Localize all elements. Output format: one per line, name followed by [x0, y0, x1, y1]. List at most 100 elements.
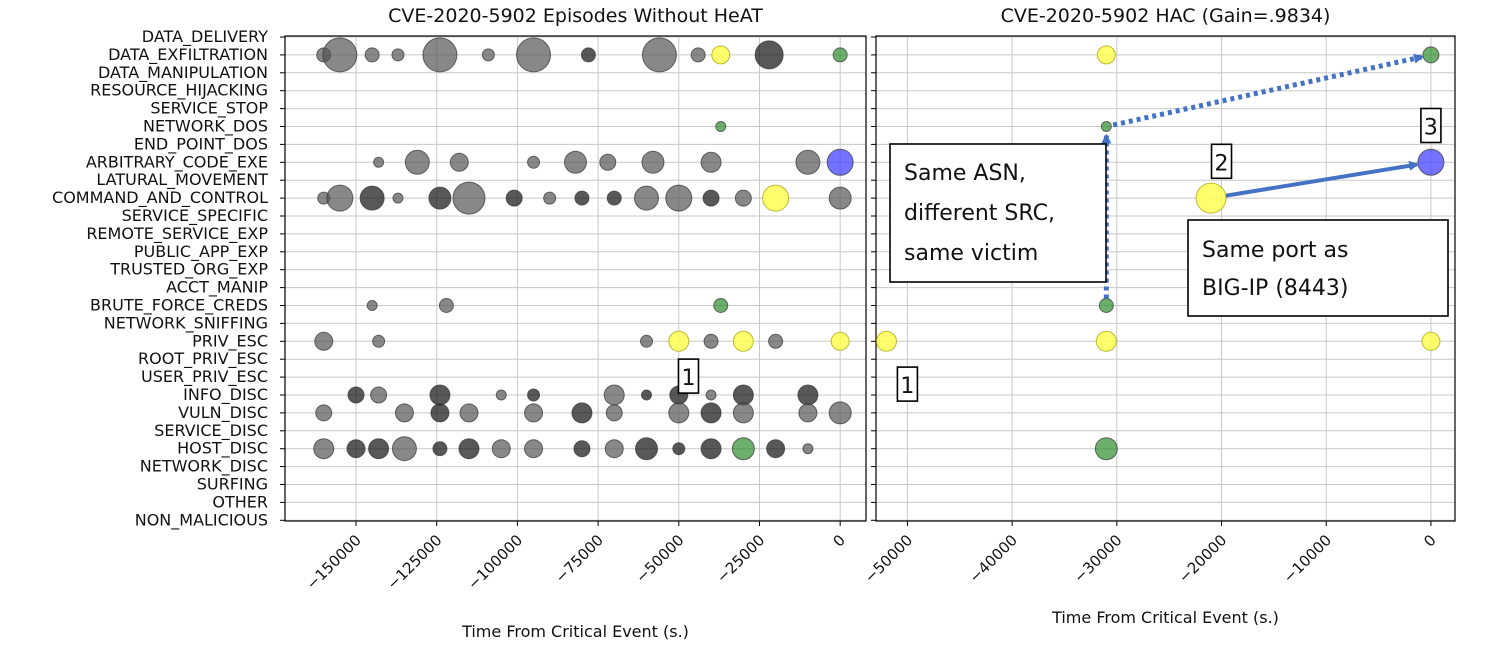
annotation-number-box — [677, 358, 700, 394]
y-tick-label: ACCT_MANIP — [166, 278, 268, 298]
data-point — [368, 438, 390, 460]
data-point — [703, 333, 719, 349]
data-point — [322, 37, 358, 73]
data-point — [449, 152, 469, 172]
data-point — [527, 155, 541, 169]
data-point — [768, 333, 784, 349]
y-tick-label: RESOURCE_HIJACKING — [90, 81, 268, 101]
data-point — [516, 37, 552, 73]
left-chart: DATA_DELIVERYDATA_EXFILTRATIONDATA_MANIP… — [52, 5, 867, 641]
data-point — [754, 40, 784, 70]
data-point — [832, 47, 848, 63]
y-tick-label: INFO_DISC — [183, 385, 268, 405]
data-point — [366, 300, 378, 311]
y-tick-label: NON_MALICIOUS — [135, 510, 268, 530]
annotation-text: different SRC, — [904, 201, 1055, 226]
x-tick-label: −40000 — [966, 531, 1021, 586]
y-tick-label: DATA_EXFILTRATION — [108, 45, 268, 65]
y-tick-label: DATA_DELIVERY — [142, 27, 268, 47]
data-point — [715, 121, 727, 132]
data-point — [875, 330, 897, 352]
data-point — [438, 298, 454, 313]
data-point — [1195, 182, 1227, 214]
annotation-text: Same ASN, — [904, 161, 1026, 186]
data-point — [705, 389, 717, 401]
x-tick-label: −75000 — [552, 531, 607, 586]
y-tick-label: ARBITRARY_CODE_EXE — [86, 152, 268, 172]
annotation-number: 3 — [1424, 116, 1438, 141]
annotation-number: 1 — [900, 374, 914, 399]
x-tick-label: −10000 — [1280, 531, 1335, 586]
y-tick-label: NETWORK_DOS — [143, 117, 268, 137]
data-point — [732, 330, 754, 352]
data-point — [574, 190, 590, 206]
plot-frame — [875, 35, 1456, 522]
data-point — [604, 439, 624, 459]
x-tick-label: −50000 — [861, 531, 916, 586]
data-point — [732, 384, 754, 406]
data-point — [605, 404, 623, 422]
data-point — [524, 439, 544, 459]
data-point — [700, 438, 722, 460]
data-point — [797, 384, 819, 406]
data-point — [731, 437, 755, 461]
y-tick-label: END_POINT_DOS — [134, 134, 268, 154]
y-tick-label: BRUTE_FORCE_CREDS — [90, 296, 268, 316]
data-point — [634, 185, 660, 211]
data-point — [315, 404, 333, 422]
data-point — [702, 189, 720, 207]
data-point — [392, 192, 404, 204]
y-tick-label: COMMAND_AND_CONTROL — [52, 188, 268, 208]
data-point — [491, 439, 511, 459]
data-point — [690, 47, 706, 63]
data-point — [524, 403, 544, 423]
annotation-number-box — [1420, 107, 1442, 144]
annotation-arrow — [1225, 160, 1420, 198]
y-tick-label: NETWORK_SNIFFING — [104, 313, 268, 333]
data-point — [452, 181, 486, 215]
x-tick-label: 0 — [830, 531, 849, 550]
data-point — [828, 186, 852, 210]
y-tick-label: SERVICE_SPECIFIC — [122, 206, 268, 226]
annotation-text: BIG-IP (8443) — [1202, 276, 1348, 301]
y-tick-label: REMOTE_SERVICE_EXP — [86, 224, 268, 244]
data-point — [732, 402, 754, 424]
data-point — [640, 334, 654, 348]
data-point — [1417, 148, 1445, 176]
data-point — [1421, 331, 1441, 351]
data-point — [641, 150, 665, 174]
data-point — [394, 403, 414, 423]
y-tick-label: SURFING — [197, 475, 268, 494]
data-point — [571, 402, 593, 424]
data-point — [1094, 437, 1118, 461]
y-tick-label: DATA_MANIPULATION — [98, 63, 268, 83]
y-tick-label: HOST_DISC — [177, 439, 268, 459]
data-point — [766, 439, 786, 459]
data-point — [606, 190, 622, 206]
data-point — [641, 37, 677, 73]
x-tick-label: 0 — [1420, 531, 1439, 550]
data-point — [603, 384, 625, 406]
x-tick-label: −25000 — [713, 531, 768, 586]
data-point — [313, 438, 335, 460]
data-point — [346, 439, 366, 459]
data-point — [422, 37, 458, 73]
chart-title: CVE-2020-5902 Episodes Without HeAT — [388, 5, 763, 27]
data-point — [372, 334, 386, 348]
data-point — [1096, 45, 1116, 65]
data-point — [798, 403, 818, 423]
data-point — [700, 402, 722, 424]
y-tick-label: OTHER — [212, 492, 268, 511]
annotation-box — [889, 143, 1107, 283]
annotation-number-box — [896, 366, 919, 402]
x-axis-label: Time From Critical Event (s.) — [1051, 608, 1279, 627]
y-tick-label: VULN_DISC — [178, 403, 268, 423]
data-point — [828, 401, 852, 425]
data-point — [391, 48, 405, 62]
data-point — [711, 45, 731, 65]
x-tick-label: −50000 — [632, 531, 687, 586]
data-point — [564, 150, 587, 174]
annotation-number: 2 — [1215, 151, 1229, 176]
data-point — [713, 298, 729, 313]
